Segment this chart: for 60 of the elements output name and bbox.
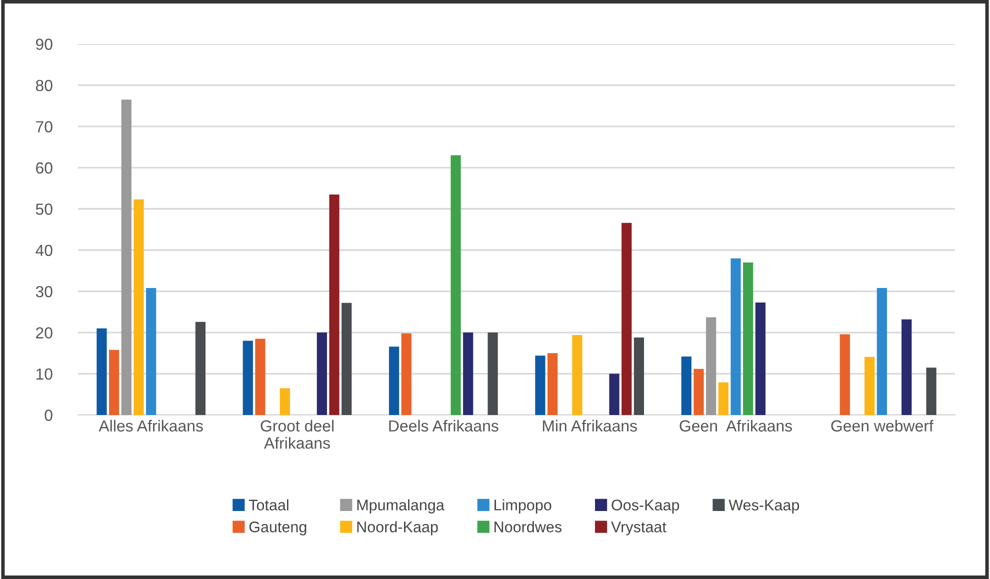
bar	[195, 322, 206, 415]
bar	[681, 356, 692, 415]
y-tick-label: 60	[36, 162, 52, 174]
bar	[547, 353, 558, 415]
bar	[488, 332, 498, 415]
bar	[96, 328, 107, 415]
bar	[146, 288, 156, 415]
legend-label: Oos-Kaap	[612, 500, 680, 514]
legend-label: Noordwes	[494, 521, 562, 532]
bar	[609, 374, 620, 415]
x-tick-label: Groot deel Afrikaans	[260, 420, 334, 449]
bar	[450, 155, 461, 415]
bar	[706, 317, 716, 415]
legend-label: Mpumalanga	[357, 499, 444, 514]
bar	[342, 302, 352, 415]
bar	[926, 368, 936, 415]
bar	[316, 332, 327, 415]
bar	[634, 338, 644, 415]
legend-label: Vrystaat	[611, 522, 666, 536]
bar	[242, 340, 253, 415]
y-tick-label: 0	[44, 410, 52, 421]
bar	[329, 194, 340, 415]
legend-label: Limpopo	[494, 499, 552, 514]
legend-label: Noord-Kaap	[357, 521, 438, 536]
y-tick-label: 90	[36, 38, 52, 50]
bar	[743, 262, 754, 415]
bar	[730, 258, 741, 415]
x-tick-label: Min Afrikaans	[542, 420, 637, 432]
y-tick-label: 50	[36, 204, 52, 215]
bar	[388, 346, 400, 415]
bar	[755, 302, 766, 415]
bar	[622, 222, 632, 415]
bar	[121, 100, 132, 415]
bar	[255, 338, 266, 415]
y-tick-label: 80	[36, 80, 52, 92]
bar	[108, 350, 120, 415]
legend-label: Gauteng	[249, 522, 306, 536]
x-tick-label: Deels Afrikaans	[389, 420, 498, 432]
bar	[864, 356, 875, 415]
x-tick-label: Alles Afrikaans	[98, 420, 203, 432]
y-tick-label: 40	[36, 244, 52, 256]
bar	[463, 332, 474, 415]
y-tick-label: 30	[36, 286, 52, 298]
bar	[718, 382, 728, 415]
legend-label: Wes-Kaap	[728, 500, 800, 514]
bar	[134, 199, 144, 415]
bar	[902, 319, 912, 415]
x-tick-label: Geen webwerf	[831, 420, 934, 432]
bar	[572, 335, 582, 415]
y-tick-label: 20	[36, 327, 52, 338]
bar	[694, 368, 704, 415]
x-tick-label: Geen Afrikaans	[680, 420, 792, 432]
y-tick-label: 70	[36, 121, 52, 132]
bar	[535, 356, 546, 415]
bar	[280, 388, 290, 415]
bar	[401, 333, 412, 415]
bar	[840, 334, 850, 415]
legend-label: Totaal	[248, 499, 288, 510]
y-tick-label: 10	[36, 368, 52, 380]
bar	[876, 288, 887, 415]
